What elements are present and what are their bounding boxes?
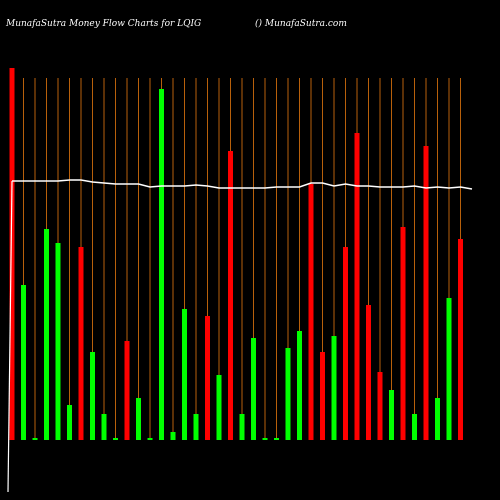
bar bbox=[182, 309, 187, 440]
bar bbox=[124, 341, 130, 440]
bar bbox=[412, 414, 417, 440]
bar bbox=[366, 305, 371, 440]
bar bbox=[251, 338, 256, 440]
bar bbox=[147, 438, 153, 440]
bar bbox=[377, 372, 383, 440]
bar bbox=[205, 316, 210, 440]
bar bbox=[400, 227, 406, 440]
bar bbox=[285, 348, 291, 440]
bar bbox=[159, 89, 164, 440]
chart-subtitle: () MunafaSutra.com bbox=[255, 18, 347, 29]
bar bbox=[67, 405, 72, 440]
bar bbox=[320, 352, 325, 440]
bar bbox=[331, 336, 337, 440]
bar bbox=[9, 68, 15, 440]
bar bbox=[228, 151, 233, 440]
line-lead-in bbox=[7, 180, 13, 493]
bar bbox=[44, 229, 49, 440]
bar bbox=[343, 247, 348, 440]
bar bbox=[297, 331, 302, 440]
bar bbox=[446, 298, 452, 440]
bar bbox=[101, 414, 107, 440]
bar bbox=[262, 438, 268, 440]
bar bbox=[55, 243, 61, 440]
money-flow-line bbox=[12, 179, 473, 190]
bar bbox=[423, 146, 429, 440]
bar bbox=[113, 438, 118, 440]
bar bbox=[32, 438, 38, 440]
bar bbox=[239, 414, 245, 440]
bar bbox=[216, 375, 222, 440]
bar bbox=[193, 414, 199, 440]
chart-title: MunafaSutra Money Flow Charts for LQIG bbox=[5, 19, 201, 29]
bar bbox=[21, 285, 26, 440]
bar bbox=[308, 184, 314, 440]
bar bbox=[354, 133, 360, 440]
bar bbox=[389, 390, 394, 440]
bar bbox=[435, 398, 440, 440]
bar bbox=[90, 352, 95, 440]
bar bbox=[274, 438, 279, 440]
bar bbox=[78, 247, 84, 440]
bar bbox=[170, 432, 176, 440]
bar bbox=[136, 398, 141, 440]
bar bbox=[458, 239, 463, 440]
